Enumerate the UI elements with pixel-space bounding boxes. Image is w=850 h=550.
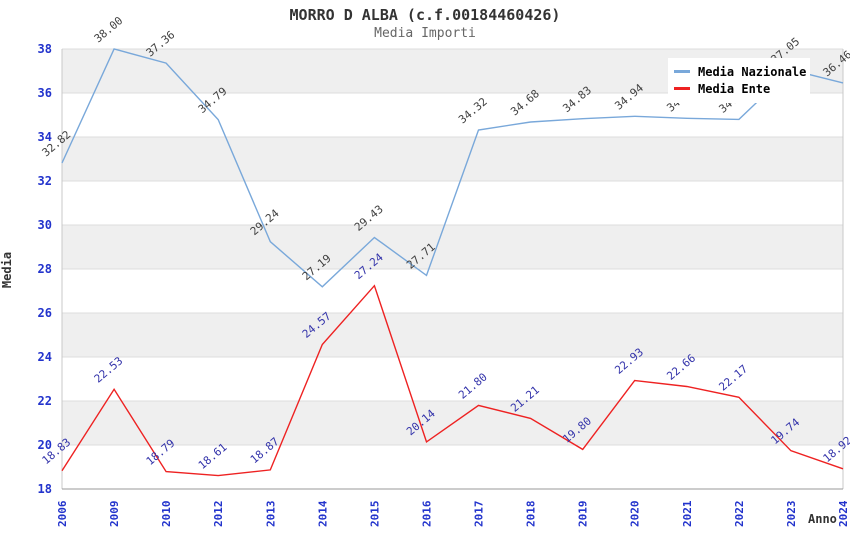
x-tick-label: 2015 (368, 501, 381, 528)
data-label: 22.53 (92, 354, 126, 385)
legend-label: Media Nazionale (698, 64, 807, 79)
legend-item-media-nazionale: Media Nazionale (674, 63, 807, 80)
series-line-media-ente (61, 284, 844, 477)
y-tick-label: 34 (38, 130, 52, 144)
legend-item-media-ente: Media Ente (674, 80, 804, 97)
legend-label: Media Ente (698, 81, 771, 96)
data-label: 38.00 (92, 14, 126, 45)
x-tick-label: 2016 (420, 500, 433, 527)
y-axis-title: Media (0, 251, 14, 289)
x-tick-label: 2018 (525, 501, 538, 528)
x-tick-label: 2014 (316, 500, 329, 527)
data-label: 34.32 (456, 95, 490, 126)
x-tick-label: 2006 (56, 500, 69, 527)
x-axis-title: Anno (808, 512, 837, 526)
series-line-media-nazionale (61, 48, 844, 288)
x-tick-label: 2023 (785, 501, 798, 528)
x-tick-label: 2010 (160, 501, 173, 528)
chart-title: MORRO D ALBA (c.f.00184460426) (289, 6, 561, 24)
data-label: 21.80 (456, 370, 490, 401)
y-tick-label: 24 (38, 350, 52, 364)
plot-band (62, 225, 843, 269)
x-tick-label: 2019 (577, 501, 590, 528)
y-tick-label: 32 (38, 174, 52, 188)
plot-band (62, 137, 843, 181)
legend: Media Nazionale Media Ente (668, 58, 810, 103)
y-tick-label: 28 (38, 262, 52, 276)
x-tick-label: 2013 (264, 501, 277, 528)
x-tick-label: 2009 (108, 501, 121, 528)
y-tick-label: 30 (38, 218, 52, 232)
y-tick-label: 38 (38, 42, 52, 56)
y-tick-label: 20 (38, 438, 52, 452)
x-tick-label: 2020 (629, 501, 642, 528)
chart-subtitle: Media Importi (374, 26, 476, 41)
plot-band (62, 313, 843, 357)
x-tick-label: 2022 (733, 501, 746, 528)
y-tick-label: 36 (38, 86, 52, 100)
y-tick-label: 26 (38, 306, 52, 320)
y-tick-label: 18 (38, 482, 52, 496)
y-tick-label: 22 (38, 394, 52, 408)
media-nazionale-line-swatch-icon (674, 70, 690, 73)
data-label: 22.17 (716, 362, 750, 393)
x-tick-label: 2024 (837, 500, 850, 527)
x-tick-label: 2017 (473, 501, 486, 528)
x-tick-label: 2021 (681, 500, 694, 527)
x-tick-label: 2012 (212, 501, 225, 528)
media-ente-line-swatch-icon (674, 87, 690, 90)
